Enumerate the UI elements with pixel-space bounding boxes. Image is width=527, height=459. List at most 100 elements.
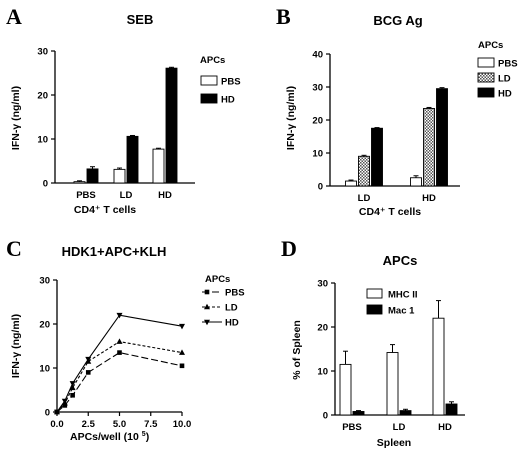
y-axis-label: % of Spleen [291,320,303,380]
bar-pbs [410,177,422,187]
bar-ld [358,155,370,187]
legend-marker [204,303,210,310]
legend-label: LD [225,303,238,314]
bar-mhc-ii [339,363,352,416]
data-point-pbs [117,350,122,355]
bar-hd [371,127,383,187]
data-point-ld [179,349,185,355]
x-tick-label: 0.0 [50,419,63,430]
y-tick-label: 0 [45,408,50,419]
legend-swatch [200,93,218,104]
data-point-hd [61,398,68,405]
y-tick-label: 30 [312,83,323,94]
y-tick-label: 20 [37,91,48,102]
x-tick-label: PBS [76,190,96,201]
legend-label: HD [225,318,239,329]
bar-mhc-ii [386,352,399,416]
bar-pbs [345,180,357,187]
y-tick-label: 0 [43,179,48,190]
series-line-pbs [56,352,183,413]
bar-mac-1 [399,410,412,416]
y-tick-label: 20 [39,320,50,331]
x-tick-label: HD [422,193,436,204]
panel-c: C HDK1+APC+KLH 0 10 20 30 IFN-γ (ng/ml) 0.0 2.5 5… [6,236,245,443]
x-axis-label: CD4⁺ T cells [359,206,421,218]
panel-d: D APCs 0 10 20 30 % of Spleen PBS LD HD Spleen MHC … [281,236,465,449]
data-point-hd [179,323,185,330]
y-axis-label: IFN-γ (ng/ml) [285,86,297,150]
data-point-hd [54,409,60,416]
x-axis-label: APCs/well (10 5) [70,431,149,443]
legend-label: HD [498,89,512,100]
x-tick-label: HD [158,190,172,201]
panel-letter: B [276,4,291,29]
x-axis-label-close: ) [146,431,150,443]
bar-hd [126,135,139,184]
data-point-hd [116,312,123,319]
data-point-ld [69,384,76,391]
bar-hd [86,168,99,184]
x-tick-label: LD [393,422,406,433]
x-tick-label: 2.5 [82,419,96,430]
chart-title: BCG Ag [373,13,422,28]
data-point-hd [69,381,76,387]
chart-title: APCs [383,253,418,268]
legend-label: LD [498,74,511,85]
bar-mhc-ii [432,317,445,416]
bar-pbs [152,148,165,184]
y-tick-label: 30 [317,279,328,290]
legend-swatch [477,57,495,68]
x-tick-label: 5.0 [113,419,126,430]
legend-swatch [200,75,218,86]
legend-label: PBS [498,59,518,70]
panel-a: A SEB 0 10 20 30 IFN-γ (ng/ml) PBS LD HD CD4⁺ T ce… [6,4,241,216]
legend-label: PBS [225,288,245,299]
y-axis-label: IFN-γ (ng/ml) [10,314,22,378]
bar-hd [436,88,448,187]
bar-pbs [113,168,126,184]
legend-label: PBS [221,77,241,88]
legend-swatch [366,304,383,315]
legend-title: APCs [200,55,225,66]
legend-swatch [477,87,495,98]
data-point-pbs [85,370,91,375]
y-tick-label: 20 [312,116,323,127]
x-tick-label: 7.5 [144,419,158,430]
bar-mac-1 [445,403,458,416]
panel-letter: C [6,236,22,261]
data-point-hd [85,356,92,363]
y-tick-label: 10 [37,135,48,146]
chart-title: HDK1+APC+KLH [62,244,167,259]
y-tick-label: 0 [318,182,323,193]
legend-title: APCs [205,274,230,285]
x-axis-label-text: APCs/well (10 [70,431,142,443]
series-line-hd [56,314,183,413]
x-tick-label: 10.0 [173,419,192,430]
x-axis-label: Spleen [377,437,411,449]
legend-label: Mac 1 [388,306,415,317]
bar-pbs [73,181,86,184]
panel-letter: D [281,236,297,261]
x-tick-label: LD [358,193,371,204]
legend-marker [204,319,210,326]
x-tick-label: PBS [342,422,362,433]
series-line-ld [56,341,183,413]
y-tick-label: 20 [317,323,328,334]
y-axis-label: IFN-γ (ng/ml) [10,86,22,150]
y-tick-label: 30 [37,47,48,58]
x-tick-label: LD [120,190,133,201]
legend-label: HD [221,95,235,106]
x-axis-label-exponent: 5 [142,431,146,438]
y-tick-label: 10 [39,364,50,375]
y-tick-label: 10 [317,367,328,378]
y-tick-label: 0 [323,411,328,422]
legend-title: APCs [478,40,503,51]
data-point-pbs [179,363,185,369]
x-axis-label: CD4⁺ T cells [74,204,136,216]
x-tick-label: HD [438,422,452,433]
bar-hd [165,67,178,184]
legend-swatch [477,72,495,83]
y-tick-label: 40 [312,50,323,61]
